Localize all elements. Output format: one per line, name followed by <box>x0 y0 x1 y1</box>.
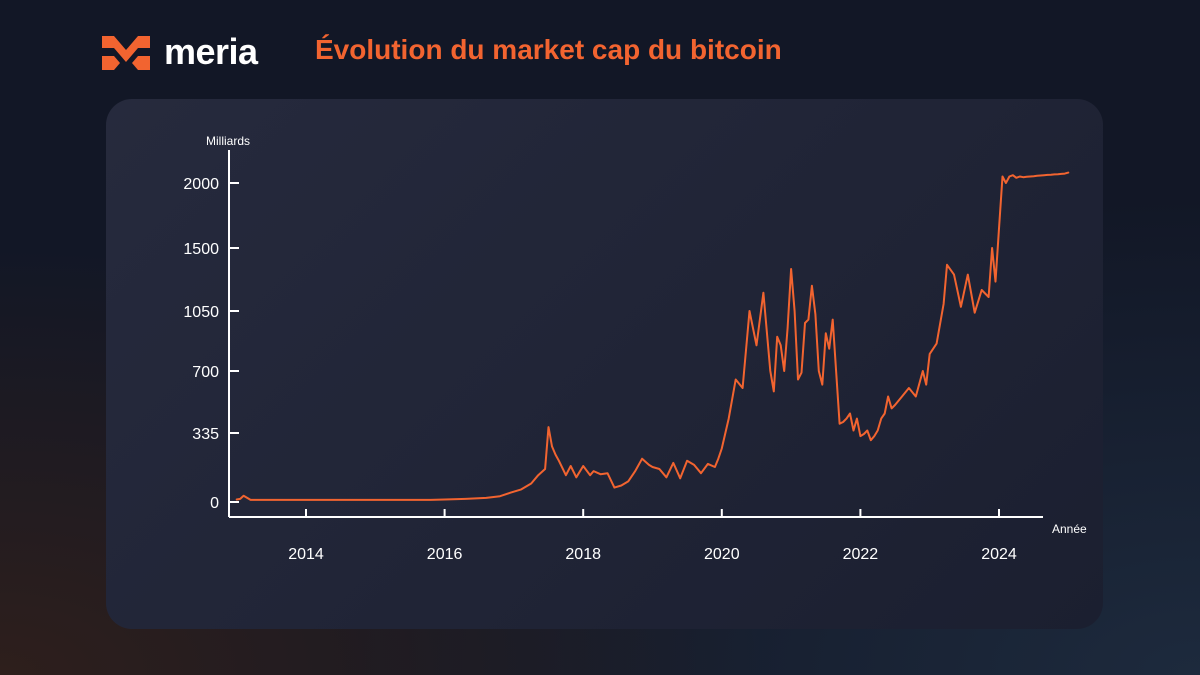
y-ticks: 0 335 700 1050 1500 2000 <box>183 176 239 512</box>
x-axis-label: Année <box>1052 522 1087 536</box>
axes <box>228 150 1043 518</box>
chart-card <box>106 99 1103 629</box>
y-tick-label: 1050 <box>183 304 219 321</box>
page-title: Évolution du market cap du bitcoin <box>315 34 782 65</box>
x-tick-label: 2022 <box>843 546 879 563</box>
brand-name: meria <box>164 31 258 72</box>
y-tick-label: 0 <box>210 495 219 512</box>
y-axis-label: Milliards <box>206 134 250 148</box>
y-tick-label: 1500 <box>183 241 219 258</box>
brand[interactable]: meria <box>100 31 258 72</box>
market-cap-line <box>235 171 1070 501</box>
meria-logo-icon <box>102 36 150 70</box>
x-tick-label: 2018 <box>565 546 601 563</box>
x-tick-label: 2016 <box>427 546 463 563</box>
x-tick-label: 2014 <box>288 546 324 563</box>
x-tick-label: 2024 <box>981 546 1017 563</box>
y-tick-label: 700 <box>192 364 219 381</box>
y-tick-label: 335 <box>192 426 219 443</box>
x-ticks: 2014 2016 2018 2020 2022 2024 <box>288 509 1017 563</box>
header: meria Évolution du market cap du bitcoin <box>100 28 1100 78</box>
y-tick-label: 2000 <box>183 176 219 193</box>
x-tick-label: 2020 <box>704 546 740 563</box>
